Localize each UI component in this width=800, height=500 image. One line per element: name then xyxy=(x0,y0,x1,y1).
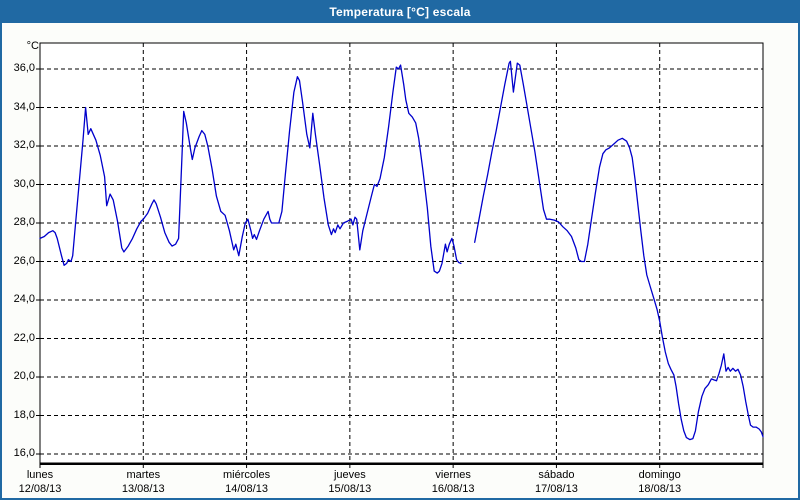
x-day-date: 16/08/13 xyxy=(431,483,475,495)
y-tick-label: 30,0 xyxy=(13,177,35,190)
y-tick-label: 32,0 xyxy=(13,139,35,151)
temperature-line-chart xyxy=(36,42,764,468)
x-day-label-block: viernes 16/08/13 xyxy=(401,468,505,496)
chart-area: °C 36,0 34,0 32,0 30,0 28,0 26,0 24,0 22,0 20,0 1… xyxy=(2,23,798,498)
chart-title: Temperatura [°C] escala xyxy=(329,5,471,19)
x-day-name: sábado xyxy=(538,469,575,481)
plot-background xyxy=(40,43,763,463)
x-day-label-block: miércoles 14/08/13 xyxy=(195,468,299,496)
y-tick-label: 20,0 xyxy=(13,370,35,382)
y-tick-label: 26,0 xyxy=(13,254,35,267)
x-day-date: 13/08/13 xyxy=(121,483,165,495)
x-day-date: 18/08/13 xyxy=(638,483,682,495)
x-day-label-block: jueves 15/08/13 xyxy=(298,468,402,496)
x-day-label-block: sábado 17/08/13 xyxy=(504,468,608,496)
x-day-date: 15/08/13 xyxy=(328,483,372,495)
x-day-name: miércoles xyxy=(223,469,271,481)
x-day-date: 14/08/13 xyxy=(225,483,268,495)
y-tick-label: 16,0 xyxy=(13,447,35,459)
temperature-series-line xyxy=(474,60,764,441)
x-day-label-block: domingo 18/08/13 xyxy=(608,468,712,496)
x-day-date: 12/08/13 xyxy=(18,483,62,495)
temperature-series-line xyxy=(39,64,462,274)
x-day-name: viernes xyxy=(435,469,471,481)
y-axis-unit-label: °C xyxy=(26,40,39,52)
y-tick-label: 18,0 xyxy=(13,408,35,421)
x-day-label-block: lunes 12/08/13 xyxy=(2,468,92,496)
y-tick-label: 28,0 xyxy=(13,216,35,228)
x-day-name: jueves xyxy=(333,469,366,481)
y-tick-label: 24,0 xyxy=(13,293,35,305)
x-day-name: lunes xyxy=(26,469,54,481)
x-day-name: domingo xyxy=(638,469,681,481)
title-bar: Temperatura [°C] escala xyxy=(2,2,798,23)
x-day-label-block: martes 13/08/13 xyxy=(91,468,195,496)
y-tick-label: 36,0 xyxy=(13,62,35,74)
y-tick-label: 22,0 xyxy=(13,331,35,344)
y-tick-label: 34,0 xyxy=(13,100,35,113)
x-day-name: martes xyxy=(126,469,161,481)
x-day-date: 17/08/13 xyxy=(535,483,578,495)
